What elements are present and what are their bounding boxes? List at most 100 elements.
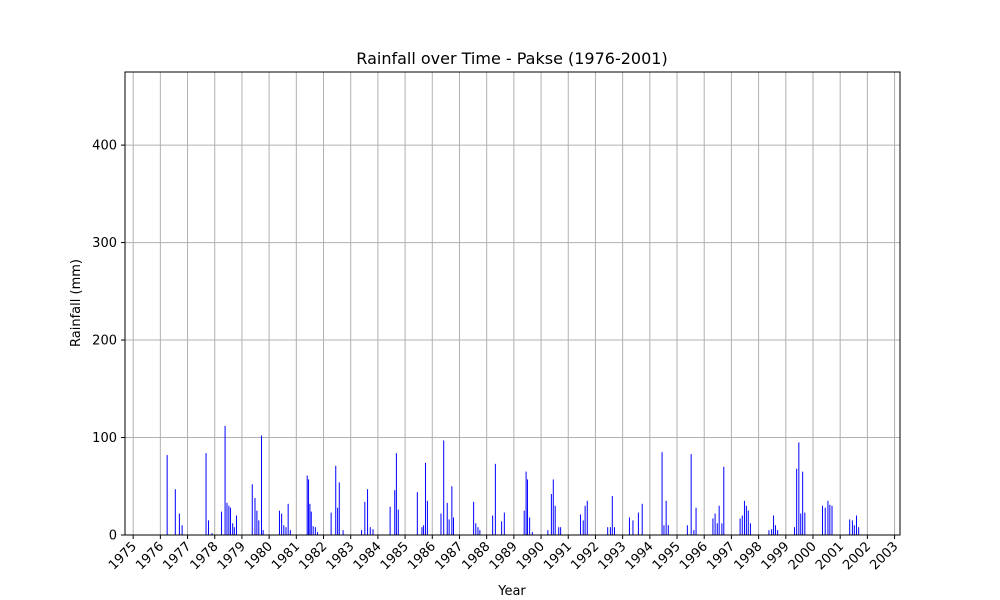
rainfall-bar [258,520,260,535]
rainfall-bar [166,455,168,535]
rainfall-bar [395,453,397,535]
rainfall-bar [473,501,475,535]
rainfall-bar [802,471,804,535]
x-tick-label: 1999 [759,539,793,573]
rainfall-bar [251,484,253,535]
rainfall-bar [526,479,528,535]
x-tick-label: 1997 [704,539,738,573]
rainfall-bar [749,523,751,535]
x-tick-label: 1984 [351,539,385,573]
rainfall-bar [440,513,442,535]
x-axis-label: Year [497,584,526,599]
rainfall-bar [230,507,232,535]
x-tick-label: 2003 [867,539,901,573]
x-tick-label: 1996 [677,539,711,573]
rainfall-bar [330,512,332,535]
rainfall-bar [804,512,806,535]
x-tick-label: 1988 [459,539,493,573]
rainfall-bar [552,479,554,535]
y-tick-label: 0 [109,529,117,544]
rainfall-bar [607,527,609,535]
rainfall-bar [582,520,584,535]
rainfall-bar [310,511,312,535]
rainfall-bar [611,496,613,535]
rainfall-bar [416,492,418,535]
rainfall-bar [389,506,391,535]
x-tick-label: 1979 [215,539,249,573]
rainfall-bar [800,513,802,535]
rainfall-bar [181,525,183,535]
rainfall-bar [424,462,426,535]
rainfall-bar [278,510,280,535]
rainfall-bar [261,435,263,535]
rainfall-bar [452,517,454,535]
y-tick-label: 400 [92,139,117,154]
rainfall-bar [768,530,770,535]
x-tick-label: 1992 [568,539,602,573]
rainfall-bar [317,532,319,535]
x-tick-label: 1989 [487,539,521,573]
rainfall-bar [338,482,340,535]
x-tick-label: 1980 [242,539,276,573]
x-tick-label: 1983 [324,539,358,573]
rainfall-bar [798,442,800,535]
rainfall-bar [771,529,773,535]
rainfall-bar [690,454,692,535]
rainfall-bar [426,500,428,535]
rainfall-bar [714,513,716,535]
rainfall-bar [492,515,494,535]
rainfall-bar [254,497,256,535]
rainfall-bar [586,500,588,535]
y-axis-label: Rainfall (mm) [69,259,84,347]
rainfall-bar [337,507,339,535]
rainfall-bar [289,530,291,535]
rainfall-bar [851,520,853,535]
rainfall-bar [739,518,741,535]
x-tick-label: 1994 [623,539,657,573]
y-axis-ticks: 0 100 200 300 400 [92,139,125,544]
rainfall-bar [443,440,445,535]
rainfall-bar [525,471,527,535]
rainfall-bar [256,510,258,535]
rainfall-bar [695,507,697,535]
rainfall-bar [523,510,525,535]
x-tick-label: 1976 [133,539,167,573]
x-tick-label: 1985 [378,539,412,573]
bar-series [166,425,860,535]
rainfall-bar [285,527,287,535]
rainfall-bar [372,529,374,535]
rainfall-bar [369,527,371,535]
rainfall-bar [637,512,639,535]
x-axis-ticks: 1975197619771978197919801981198219831984… [106,535,901,573]
x-tick-label: 1990 [514,539,548,573]
rainfall-bar [554,505,556,535]
rainfall-bar [747,510,749,535]
rainfall-bar [178,513,180,535]
rainfall-bar [632,520,634,535]
rainfall-bar [745,505,747,535]
y-tick-label: 200 [92,334,117,349]
rainfall-bar [221,511,223,535]
rainfall-bar [479,530,481,535]
rainfall-bar [314,527,316,535]
rainfall-bar [224,425,226,535]
rainfall-bar [613,527,615,535]
x-tick-label: 1977 [160,539,194,573]
chart-title: Rainfall over Time - Pakse (1976-2001) [356,49,667,68]
rainfall-bar [686,525,688,535]
rainfall-bar [306,475,308,535]
rainfall-bar [207,520,209,535]
rainfall-bar [793,527,795,535]
rainfall-bar [693,530,695,535]
rainfall-bar [364,501,366,535]
rainfall-bar [723,466,725,535]
rainfall-bar [281,513,283,535]
rainfall-bar [423,525,425,535]
x-tick-label: 2001 [813,539,847,573]
rainfall-bar [579,514,581,535]
rainfall-bar [394,490,396,535]
rainfall-bar [283,525,285,535]
x-tick-label: 1995 [650,539,684,573]
rainfall-bar [774,525,776,535]
